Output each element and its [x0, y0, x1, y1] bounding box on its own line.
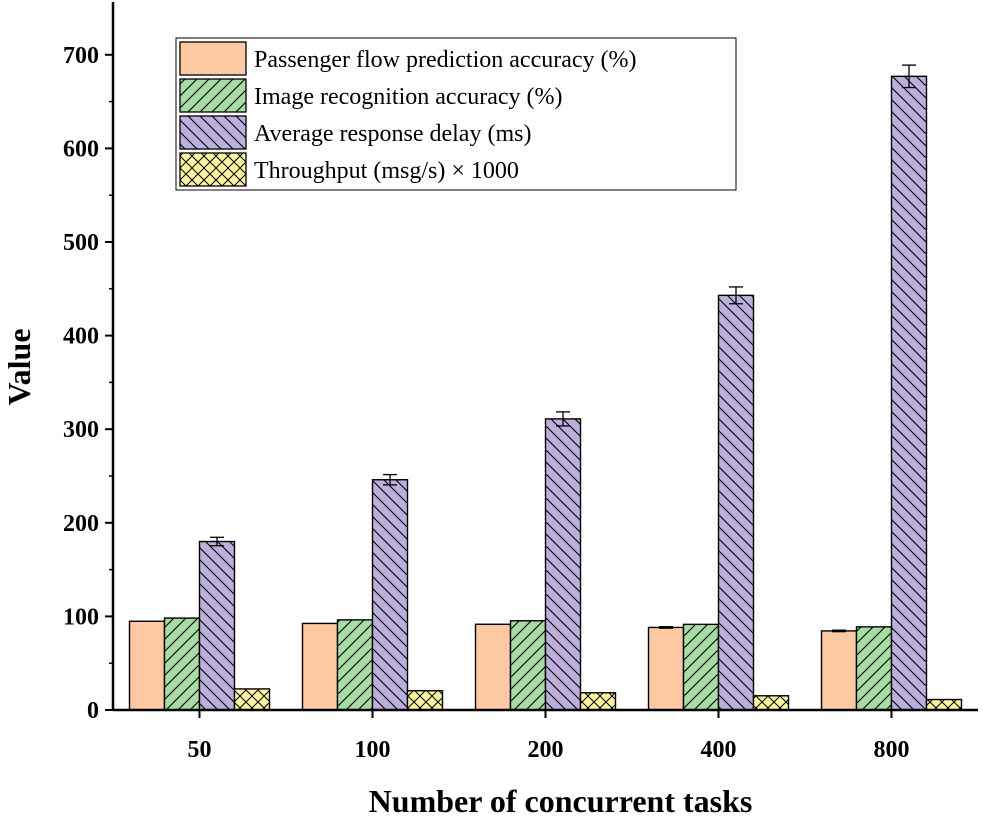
x-tick-label: 200	[528, 737, 564, 763]
bar-passenger-flow-prediction-accuracy-100	[302, 623, 338, 710]
bar-pattern	[164, 618, 200, 710]
error-bars-layer	[210, 64, 916, 633]
legend-items: Passenger flow prediction accuracy (%) Im…	[179, 41, 637, 187]
legend-label: Image recognition accuracy (%)	[254, 84, 563, 110]
legend-swatch-outline	[179, 115, 247, 150]
y-axis-title: Value	[1, 328, 37, 405]
legend-item: Image recognition accuracy (%)	[179, 78, 563, 113]
legend-swatch-pattern	[180, 116, 246, 149]
legend-item: Average response delay (ms)	[179, 115, 531, 150]
y-tick-label: 600	[63, 136, 99, 162]
y-axis-ticks: 0 100 200 300 400 500 600 700	[63, 43, 113, 724]
x-tick-label: 400	[701, 737, 737, 763]
legend-label: Passenger flow prediction accuracy (%)	[254, 47, 637, 73]
legend-swatch-outline	[179, 41, 247, 76]
bar-passenger-flow-prediction-accuracy-200	[475, 624, 511, 710]
legend-box	[175, 37, 737, 191]
bar-pattern	[510, 620, 546, 710]
bar-pattern	[372, 479, 408, 710]
x-axis-title: Number of concurrent tasks	[369, 783, 753, 816]
bar-pattern	[337, 619, 373, 710]
y-tick-label: 300	[63, 417, 99, 443]
y-tick-label: 100	[63, 604, 99, 630]
bar-passenger-flow-prediction-accuracy-400	[648, 627, 684, 710]
y-tick-label: 500	[63, 230, 99, 256]
bar-pattern	[718, 295, 754, 710]
legend-item: Passenger flow prediction accuracy (%)	[179, 41, 637, 76]
legend-item: Throughput (msg/s) × 1000	[179, 152, 519, 187]
legend-swatch-outline	[179, 78, 247, 113]
bar-pattern	[580, 692, 616, 710]
y-tick-label: 0	[87, 698, 99, 724]
x-axis-ticks: 50 100 200 400 800	[188, 710, 910, 763]
bar-pattern	[545, 418, 581, 710]
legend-swatch	[180, 42, 246, 75]
bar-pattern	[891, 76, 927, 710]
y-tick-label: 200	[63, 511, 99, 537]
bar-pattern	[234, 688, 270, 710]
legend-label: Throughput (msg/s) × 1000	[254, 158, 519, 184]
x-tick-label: 800	[874, 737, 910, 763]
x-tick-label: 50	[188, 737, 212, 763]
y-tick-label: 700	[63, 43, 99, 69]
legend: Passenger flow prediction accuracy (%) Im…	[175, 37, 737, 191]
bar-passenger-flow-prediction-accuracy-800	[821, 630, 857, 710]
bar-pattern	[753, 695, 789, 710]
legend-swatch-pattern	[180, 153, 246, 186]
bar-pattern	[683, 624, 719, 710]
bar-pattern	[926, 699, 962, 710]
bar-pattern	[407, 690, 443, 710]
legend-swatch-pattern	[180, 79, 246, 112]
bars-layer	[128, 75, 963, 711]
y-tick-label: 400	[63, 324, 99, 350]
legend-swatch-outline	[179, 152, 247, 187]
bar-pattern	[856, 626, 892, 710]
legend-label: Average response delay (ms)	[254, 121, 531, 147]
x-tick-label: 100	[355, 737, 391, 763]
bar-pattern	[199, 541, 235, 710]
bar-passenger-flow-prediction-accuracy-50	[129, 621, 165, 710]
